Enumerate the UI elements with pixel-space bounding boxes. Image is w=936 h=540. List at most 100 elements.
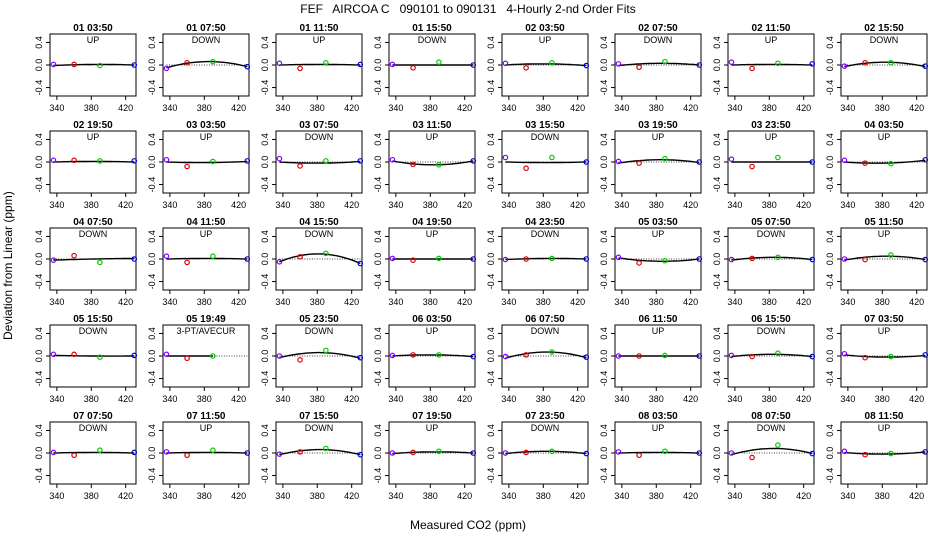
fit-curve: [731, 63, 813, 66]
y-tick-label: 0.0: [486, 350, 496, 363]
y-tick-label: -0.4: [486, 80, 496, 96]
panel-direction-label: DOWN: [757, 326, 786, 336]
x-tick-label: 340: [501, 297, 516, 307]
y-tick-label: 0.0: [147, 59, 157, 72]
data-point: [523, 256, 529, 262]
x-tick-label: 340: [162, 297, 177, 307]
data-point: [50, 351, 57, 358]
y-tick-label: -0.4: [599, 80, 609, 96]
y-tick-label: 0.4: [260, 133, 270, 146]
panel-title: 01 15:50: [412, 23, 452, 34]
x-tick-label: 340: [614, 297, 629, 307]
x-tick-label: 380: [197, 200, 212, 210]
y-tick-label: 0.4: [599, 424, 609, 437]
y-tick-label: -0.4: [486, 177, 496, 193]
data-point: [636, 64, 642, 71]
x-tick-label: 420: [118, 491, 133, 501]
fit-curve: [279, 63, 361, 66]
data-point: [583, 159, 590, 165]
panel-title: 01 07:50: [186, 23, 226, 34]
panel-direction-label: DOWN: [79, 229, 108, 239]
y-tick-label: 0.0: [825, 59, 835, 72]
x-tick-label: 340: [49, 200, 64, 210]
x-tick-label: 420: [796, 103, 811, 113]
x-tick-label: 380: [762, 103, 777, 113]
x-tick-label: 380: [310, 297, 325, 307]
y-tick-label: 0.0: [486, 156, 496, 169]
y-tick-label: -0.4: [373, 274, 383, 290]
y-tick-label: 0.4: [260, 424, 270, 437]
y-tick-label: -0.4: [260, 371, 270, 387]
data-point: [297, 449, 303, 455]
x-tick-label: 380: [536, 491, 551, 501]
data-point: [470, 256, 477, 262]
data-point: [389, 156, 396, 163]
y-tick-label: 0.0: [599, 253, 609, 266]
fit-curve: [166, 60, 248, 69]
data-point: [357, 158, 364, 164]
data-point: [436, 352, 442, 358]
y-tick-label: 0.4: [373, 327, 383, 340]
data-point: [97, 158, 103, 164]
data-point: [922, 352, 929, 358]
y-tick-label: 0.4: [599, 327, 609, 340]
y-tick-label: 0.4: [34, 133, 44, 146]
x-tick-label: 420: [457, 103, 472, 113]
data-point: [410, 352, 416, 358]
panel-title: 04 11:50: [187, 217, 226, 228]
panel-direction-label: UP: [765, 35, 778, 45]
x-tick-label: 420: [909, 200, 924, 210]
panel-title: 03 03:50: [186, 120, 226, 131]
x-tick-label: 380: [536, 200, 551, 210]
x-tick-label: 380: [423, 491, 438, 501]
panel-direction-label: DOWN: [305, 326, 334, 336]
x-tick-label: 420: [683, 394, 698, 404]
y-tick-label: -0.4: [712, 274, 722, 290]
fit-curve: [618, 159, 700, 164]
fit-curve: [618, 257, 700, 262]
x-tick-label: 420: [231, 394, 246, 404]
data-point: [131, 352, 138, 359]
data-point: [389, 352, 396, 359]
x-tick-label: 340: [614, 103, 629, 113]
panel-direction-label: UP: [652, 423, 665, 433]
x-tick-label: 340: [49, 297, 64, 307]
data-point: [549, 59, 555, 66]
panel-direction-label: UP: [200, 423, 213, 433]
fit-curve: [392, 354, 474, 358]
data-point: [210, 253, 216, 259]
x-tick-label: 340: [388, 200, 403, 210]
x-tick-label: 380: [875, 103, 890, 113]
data-point: [163, 449, 170, 455]
x-tick-label: 420: [909, 103, 924, 113]
y-tick-label: 0.0: [825, 253, 835, 266]
data-point: [583, 62, 590, 69]
x-tick-label: 340: [727, 394, 742, 404]
fit-curve: [53, 354, 135, 357]
x-tick-label: 380: [84, 297, 99, 307]
x-tick-label: 420: [796, 297, 811, 307]
data-point: [809, 450, 816, 457]
y-tick-label: -0.4: [825, 371, 835, 387]
y-tick-label: -0.4: [260, 468, 270, 484]
y-tick-label: 0.4: [825, 36, 835, 49]
panel-title: 02 07:50: [638, 23, 678, 34]
y-tick-label: 0.0: [599, 156, 609, 169]
panel-title: 04 07:50: [73, 217, 113, 228]
x-tick-label: 340: [388, 297, 403, 307]
data-point: [862, 354, 868, 361]
panel-direction-label: DOWN: [305, 132, 334, 142]
y-tick-label: 0.4: [147, 36, 157, 49]
x-tick-label: 380: [649, 297, 664, 307]
data-point: [775, 60, 781, 67]
x-tick-label: 380: [423, 103, 438, 113]
data-point: [922, 256, 929, 263]
panel-direction-label: UP: [426, 326, 439, 336]
